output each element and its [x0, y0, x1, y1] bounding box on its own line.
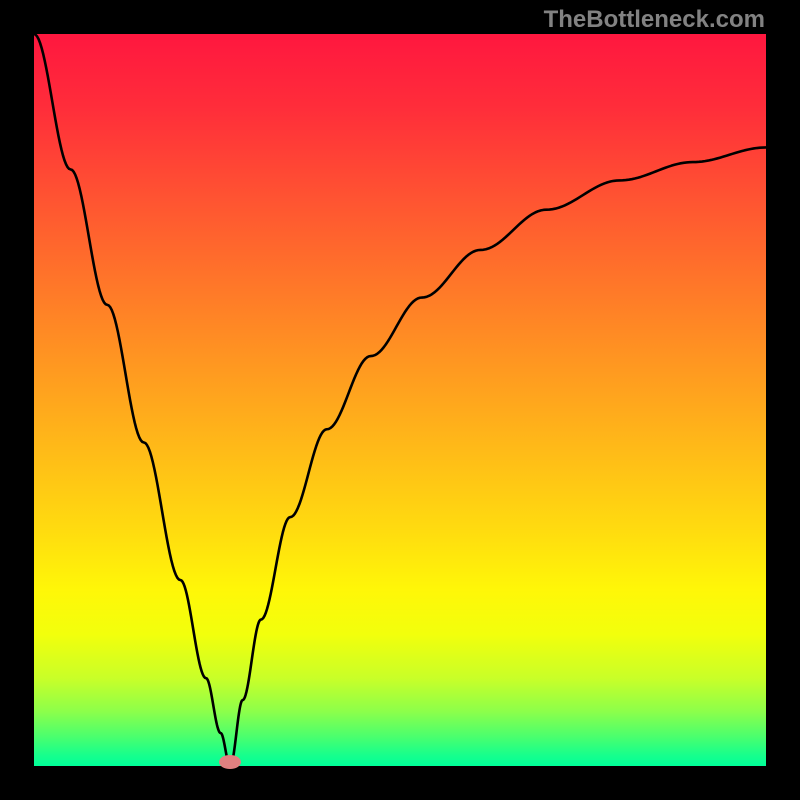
- chart-plot-area: [34, 34, 766, 766]
- minimum-marker: [219, 755, 241, 769]
- watermark-text: TheBottleneck.com: [544, 6, 765, 34]
- chart-stage: TheBottleneck.com: [0, 0, 800, 800]
